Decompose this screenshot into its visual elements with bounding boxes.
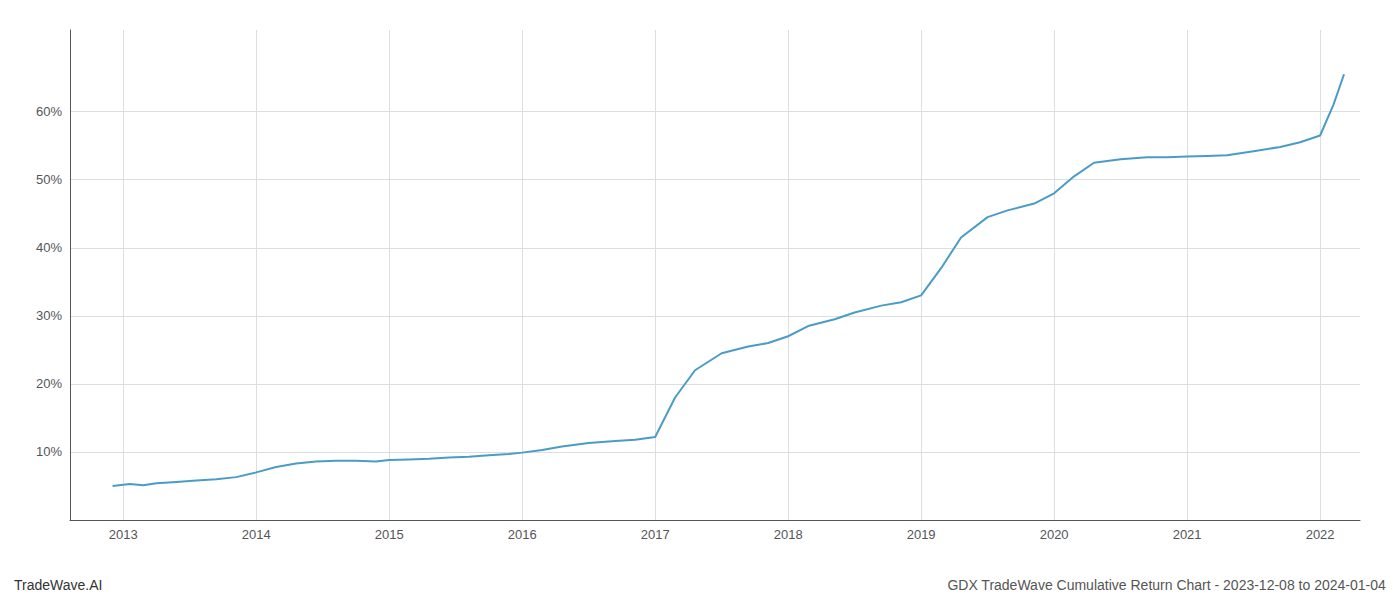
svg-text:2013: 2013 [109,527,138,542]
svg-text:30%: 30% [36,308,62,323]
svg-text:2020: 2020 [1040,527,1069,542]
svg-text:2022: 2022 [1306,527,1335,542]
svg-text:TradeWave.AI: TradeWave.AI [14,577,102,593]
svg-text:20%: 20% [36,376,62,391]
svg-text:50%: 50% [36,172,62,187]
svg-text:2015: 2015 [375,527,404,542]
svg-text:2016: 2016 [508,527,537,542]
svg-text:2019: 2019 [907,527,936,542]
svg-text:2014: 2014 [242,527,271,542]
svg-text:2021: 2021 [1173,527,1202,542]
svg-text:2017: 2017 [641,527,670,542]
svg-text:10%: 10% [36,444,62,459]
svg-text:40%: 40% [36,240,62,255]
svg-text:60%: 60% [36,104,62,119]
svg-text:GDX TradeWave Cumulative Retur: GDX TradeWave Cumulative Return Chart - … [947,577,1386,593]
svg-text:2018: 2018 [774,527,803,542]
